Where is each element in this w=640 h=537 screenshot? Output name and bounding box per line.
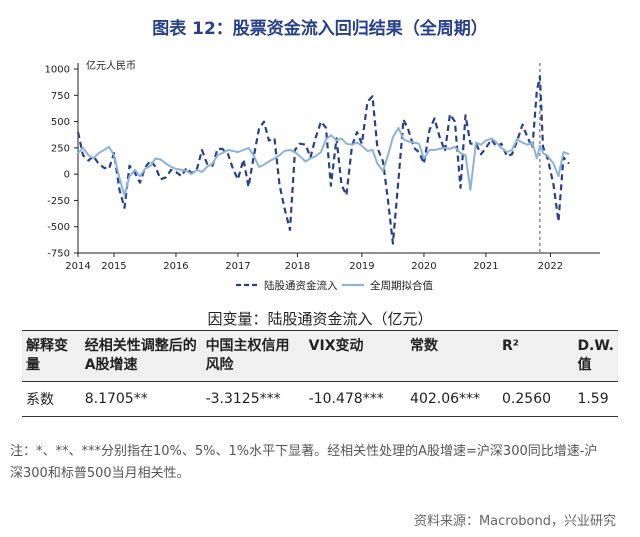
regression-table: 解释变量 经相关性调整后的A股增速 中国主权信用风险 VIX变动 常数 R² D… xyxy=(22,330,618,417)
chart-series xyxy=(76,75,570,245)
series-line-fitted xyxy=(77,126,570,197)
y-tick-label: 500 xyxy=(51,117,70,128)
cell-r2: 0.2560 xyxy=(502,391,552,407)
col-header-a-share: 经相关性调整后的A股增速 xyxy=(84,338,197,373)
series-line-inflow xyxy=(76,75,570,245)
col-header-vix: VIX变动 xyxy=(308,338,364,354)
legend-label-fitted: 全周期拟合值 xyxy=(370,279,433,292)
cell-sovereign-risk: -3.3125*** xyxy=(205,391,281,407)
cell-a-share: 8.1705** xyxy=(84,391,148,407)
col-header-constant: 常数 xyxy=(410,338,439,354)
dependent-variable-caption: 因变量：陆股通资金流入（亿元） xyxy=(207,310,433,328)
footnote: 注：*、**、***分别指在10%、5%、1%水平下显著。经相关性处理的A股增速… xyxy=(10,444,598,481)
x-tick-label: 2018 xyxy=(285,261,310,272)
cell-dw: 1.59 xyxy=(577,391,609,407)
y-tick-label: 750 xyxy=(51,91,70,102)
y-tick-label: 1000 xyxy=(45,65,70,76)
y-tick-label: 0 xyxy=(64,170,70,181)
x-tick-label: 2019 xyxy=(349,261,374,272)
x-tick-label: 2017 xyxy=(225,261,250,272)
x-tick-label: 2015 xyxy=(101,261,126,272)
y-unit-label: 亿元人民币 xyxy=(86,59,136,72)
x-tick-label: 2021 xyxy=(473,261,498,272)
x-tick-label: 2020 xyxy=(411,261,436,272)
x-tick-label: 2016 xyxy=(163,261,188,272)
x-tick-label: 2022 xyxy=(538,261,563,272)
cell-row-label: 系数 xyxy=(26,392,54,408)
col-header-r2: R² xyxy=(502,338,519,354)
col-header-sovereign-risk: 中国主权信用风险 xyxy=(205,338,290,373)
x-tick-label: 2014 xyxy=(65,261,90,272)
cell-constant: 402.06*** xyxy=(410,391,481,407)
y-tick-label: -500 xyxy=(47,222,70,233)
y-tick-label: -750 xyxy=(47,249,70,260)
table-header-row: 解释变量 经相关性调整后的A股增速 中国主权信用风险 VIX变动 常数 R² D… xyxy=(22,330,618,382)
y-tick-label: -250 xyxy=(47,196,70,207)
source-text: 资料来源：Macrobond，兴业研究 xyxy=(413,514,616,529)
y-tick-label: 250 xyxy=(51,143,70,154)
col-header-variable: 解释变量 xyxy=(26,338,68,373)
cell-vix: -10.478*** xyxy=(308,391,384,407)
table-row: 系数 8.1705** -3.3125*** -10.478*** 402.06… xyxy=(22,382,618,417)
col-header-dw: D.W.值 xyxy=(577,338,614,373)
legend-label-inflow: 陆股通资金流入 xyxy=(264,279,338,292)
chart-legend: 陆股通资金流入 全周期拟合值 xyxy=(236,279,433,292)
chart-title: 图表 12：股票资金流入回归结果（全周期） xyxy=(152,19,488,39)
